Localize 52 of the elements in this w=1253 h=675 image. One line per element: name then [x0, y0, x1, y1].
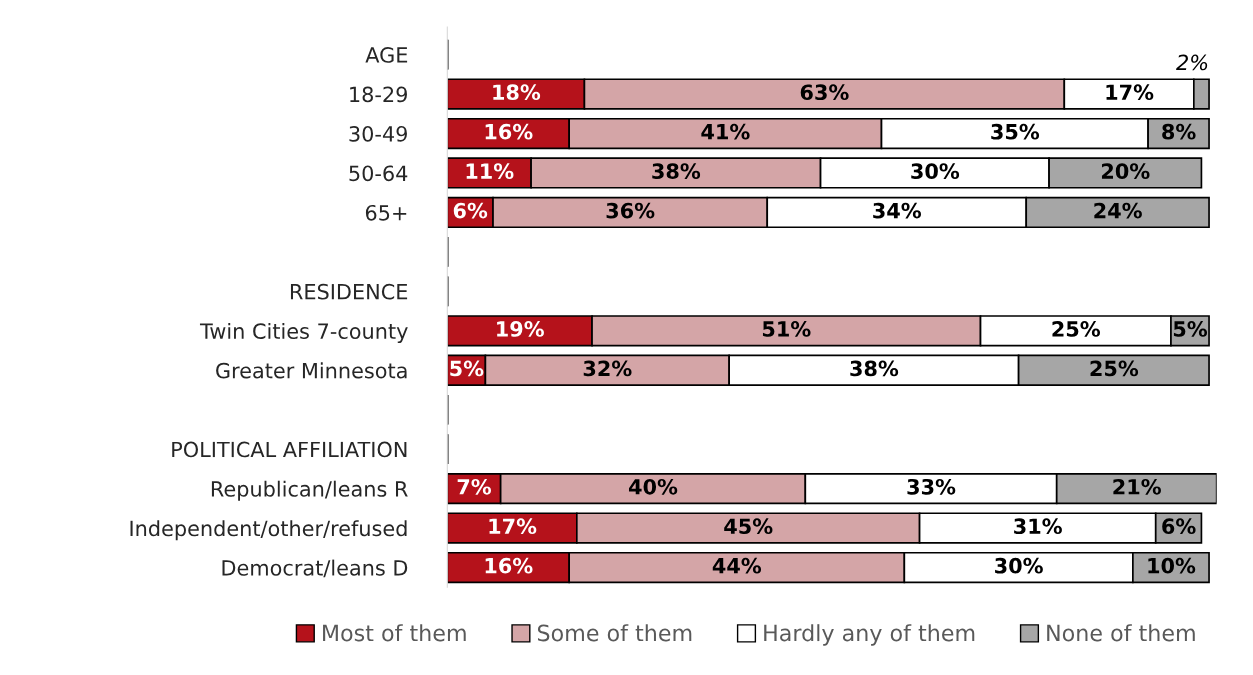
legend-label: Hardly any of them [764, 624, 975, 646]
data-label: 40% [628, 478, 678, 495]
data-label: 11% [466, 163, 514, 180]
data-label: 6% [1162, 518, 1196, 535]
y-tick-label: Democrat/leans D [222, 559, 408, 578]
data-label: 16% [485, 123, 533, 140]
data-label: 38% [652, 163, 701, 180]
data-label: 25% [1090, 360, 1139, 377]
data-label: 35% [991, 123, 1040, 140]
y-tick-label: 65+ [365, 204, 407, 221]
legend-label: None of them [1047, 624, 1195, 642]
data-label: 19% [497, 321, 544, 337]
data-label: 21% [1113, 478, 1161, 495]
data-label: 24% [1094, 202, 1142, 219]
y-tick-label: Independent/other/refused [130, 520, 407, 541]
data-label: 18% [493, 84, 541, 101]
data-label: 36% [606, 202, 655, 219]
data-label: 17% [489, 518, 537, 535]
data-label: 8% [1162, 123, 1196, 140]
legend-label: Some of them [537, 624, 692, 642]
data-label: 51% [762, 321, 811, 337]
data-label: 33% [907, 478, 956, 495]
data-label: 30% [911, 163, 960, 180]
y-tick-label: 18-29 [350, 86, 407, 103]
data-label: 45% [724, 518, 773, 535]
data-label: 25% [1052, 321, 1101, 337]
data-label: 5% [450, 360, 484, 377]
y-tick-label: Greater Minnesota [216, 362, 407, 379]
y-tick-label: 50-64 [349, 165, 408, 182]
data-label: 30% [995, 557, 1043, 574]
legend-label: Most of them [323, 624, 466, 642]
data-label: 7% [457, 478, 491, 495]
data-label: 34% [873, 202, 922, 219]
data-label: 16% [485, 557, 533, 574]
data-label: 31% [1014, 518, 1062, 535]
data-label: 38% [850, 360, 899, 377]
y-tick-label: POLITICAL AFFILIATION [172, 441, 407, 458]
data-label: 44% [712, 557, 762, 574]
y-tick-label: 30-49 [349, 125, 407, 142]
data-label: 17% [1106, 84, 1154, 101]
data-label: 63% [800, 84, 849, 101]
data-label: 41% [701, 123, 750, 140]
data-label: 20% [1101, 163, 1150, 180]
y-tick-label: Twin Cities 7-county [199, 322, 408, 344]
data-label: 2% [1176, 54, 1208, 71]
data-label: 32% [583, 360, 632, 377]
data-label: 10% [1148, 557, 1196, 574]
data-label: 5% [1173, 321, 1208, 337]
y-tick-label: Republican/leans R [211, 480, 408, 501]
y-tick-label: AGE [365, 47, 408, 63]
data-label: 6% [453, 202, 488, 219]
y-tick-label: RESIDENCE [290, 283, 408, 300]
